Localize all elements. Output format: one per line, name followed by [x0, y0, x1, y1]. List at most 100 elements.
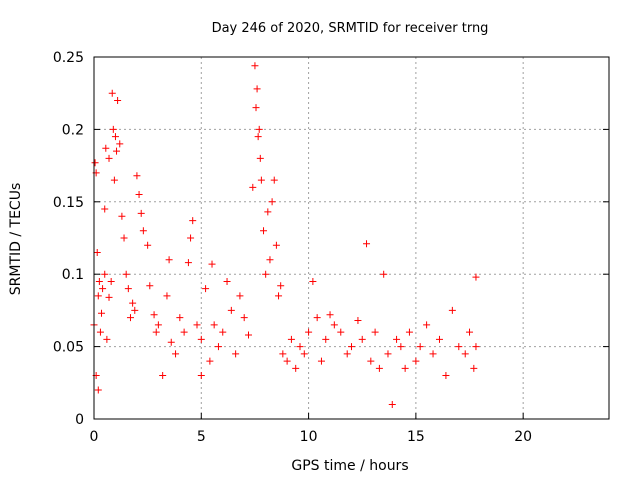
- data-point: [219, 328, 227, 336]
- data-point: [448, 306, 456, 314]
- data-point: [135, 191, 143, 199]
- data-point: [397, 343, 405, 351]
- data-point: [330, 321, 338, 329]
- y-tick-label: 0: [75, 412, 84, 428]
- data-point: [254, 133, 262, 141]
- data-point: [120, 234, 128, 242]
- data-point: [227, 306, 235, 314]
- data-point: [371, 328, 379, 336]
- axis-ticks: 0 5 10 15 20 0 0.05 0.1 0.15 0.2 0.25: [53, 50, 609, 445]
- y-axis-label: SRMTID / TECUs: [8, 183, 24, 296]
- data-point: [264, 208, 272, 216]
- data-point: [98, 309, 106, 317]
- x-tick-label: 10: [300, 429, 318, 445]
- x-tick-label: 0: [90, 429, 99, 445]
- data-point: [232, 350, 240, 358]
- data-point: [197, 335, 205, 343]
- data-point: [114, 96, 122, 104]
- data-point: [275, 292, 283, 300]
- data-point: [223, 277, 231, 285]
- y-tick-label: 0.15: [53, 195, 84, 211]
- data-point: [262, 270, 270, 278]
- data-point: [144, 241, 152, 249]
- data-point: [435, 335, 443, 343]
- y-tick-label: 0.1: [62, 267, 84, 283]
- y-tick-label: 0.2: [62, 122, 84, 138]
- data-point: [337, 328, 345, 336]
- data-point: [252, 104, 260, 112]
- data-point: [442, 372, 450, 380]
- x-tick-label: 15: [407, 429, 425, 445]
- data-point: [118, 212, 126, 220]
- data-point: [137, 209, 145, 217]
- chart-title: Day 246 of 2020, SRMTID for receiver trn…: [212, 21, 489, 36]
- data-point: [270, 176, 278, 184]
- data-point: [253, 85, 261, 93]
- data-point: [388, 401, 396, 409]
- data-point: [277, 282, 285, 290]
- data-point: [240, 314, 248, 322]
- data-point: [343, 350, 351, 358]
- data-point: [208, 260, 216, 268]
- data-point: [167, 338, 175, 346]
- data-point: [249, 183, 257, 191]
- data-point: [322, 335, 330, 343]
- data-point: [326, 311, 334, 319]
- data-point: [193, 321, 201, 329]
- data-point: [96, 328, 104, 336]
- data-point: [202, 285, 210, 293]
- data-point: [122, 270, 130, 278]
- x-axis-label: GPS time / hours: [291, 458, 408, 474]
- data-point: [102, 144, 110, 152]
- data-point: [472, 343, 480, 351]
- data-point: [384, 350, 392, 358]
- data-point: [257, 176, 265, 184]
- data-point: [423, 321, 431, 329]
- data-point: [401, 364, 409, 372]
- data-point: [99, 285, 107, 293]
- data-point: [180, 328, 188, 336]
- y-tick-label: 0.05: [53, 340, 84, 356]
- data-point: [255, 125, 263, 133]
- data-point: [210, 321, 218, 329]
- data-point: [103, 335, 111, 343]
- data-point: [251, 62, 259, 70]
- data-point: [256, 154, 264, 162]
- data-point: [189, 217, 197, 225]
- data-point: [429, 350, 437, 358]
- data-point: [461, 350, 469, 358]
- data-point: [126, 314, 134, 322]
- data-point: [94, 292, 102, 300]
- data-point: [94, 386, 102, 394]
- data-point: [165, 256, 173, 264]
- y-tick-label: 0.25: [53, 50, 84, 66]
- plot-frame: [93, 56, 610, 420]
- data-point: [363, 240, 371, 248]
- data-point: [101, 205, 109, 213]
- data-point: [172, 350, 180, 358]
- data-point: [236, 292, 244, 300]
- data-point: [358, 335, 366, 343]
- data-point: [266, 256, 274, 264]
- data-point: [139, 227, 147, 235]
- data-point: [405, 328, 413, 336]
- data-point: [416, 343, 424, 351]
- data-point: [163, 292, 171, 300]
- data-point: [296, 343, 304, 351]
- data-point: [187, 234, 195, 242]
- data-point: [375, 364, 383, 372]
- data-point: [313, 314, 321, 322]
- data-point: [124, 285, 132, 293]
- data-point: [116, 140, 124, 148]
- data-points: [90, 62, 480, 409]
- data-point: [214, 343, 222, 351]
- data-point: [245, 331, 252, 339]
- data-point: [95, 277, 103, 285]
- data-point: [466, 328, 474, 336]
- data-point: [470, 364, 478, 372]
- data-point: [206, 357, 214, 365]
- data-point: [91, 159, 99, 167]
- data-point: [109, 125, 117, 133]
